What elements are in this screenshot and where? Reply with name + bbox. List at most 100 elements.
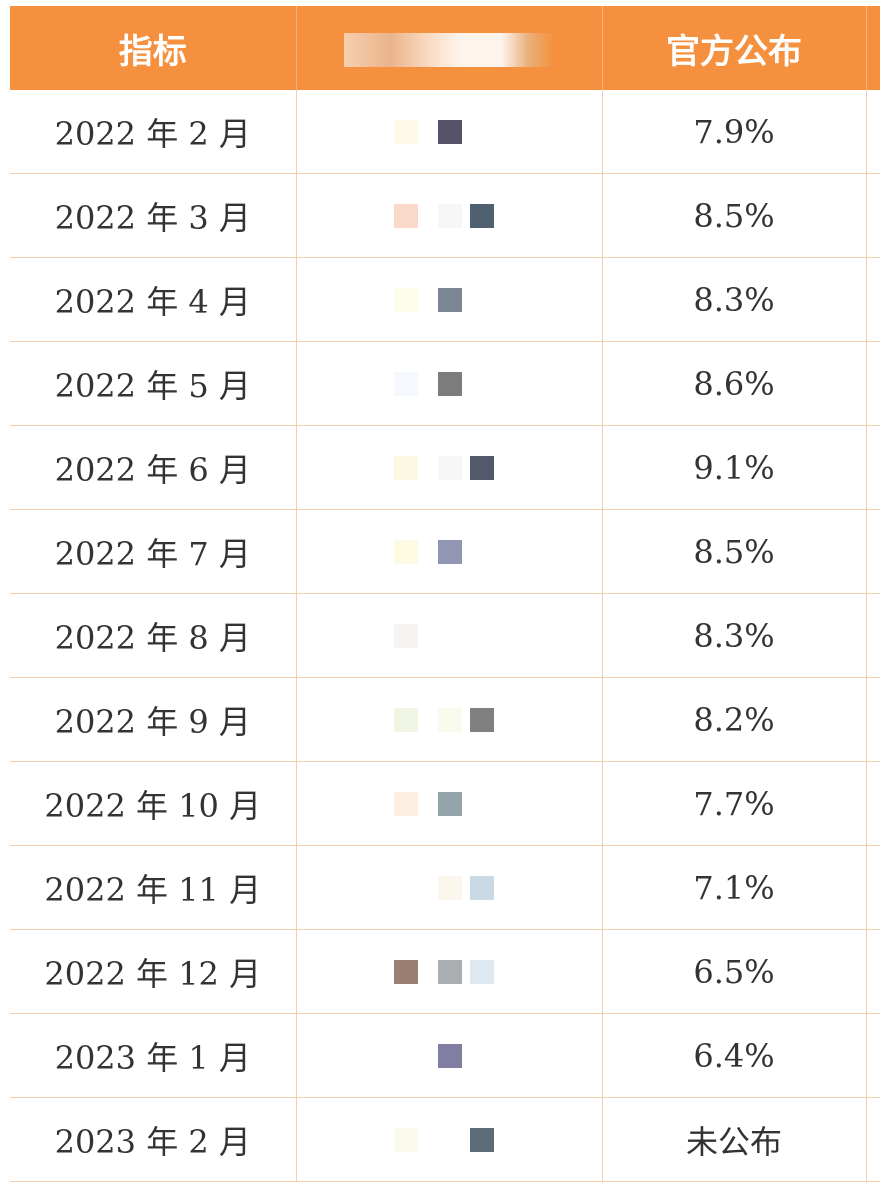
table-row: 2023 年 2 月 未公布: [10, 1097, 880, 1182]
mosaic-swatch: [470, 456, 494, 481]
table-row: 2022 年 7 月 8.5%: [10, 509, 880, 594]
mosaic-swatch: [394, 708, 418, 733]
official-value-cell: 7.7%: [602, 761, 867, 846]
mosaic-swatch: [438, 540, 462, 565]
edge-cell: [866, 593, 880, 678]
mosaic-swatch: [470, 1128, 494, 1153]
mosaic-swatch: [438, 120, 462, 145]
mosaic-swatch: [470, 624, 494, 649]
month-cell: 2023 年 2 月: [10, 1097, 297, 1182]
table-row: 2022 年 6 月 9.1%: [10, 425, 880, 510]
month-cell: 2022 年 7 月: [10, 509, 297, 594]
edge-cell: [866, 341, 880, 426]
table-row: 2022 年 9 月 8.2%: [10, 677, 880, 762]
official-value-cell: 未公布: [602, 1097, 867, 1182]
mosaic-swatch: [438, 1044, 462, 1069]
mosaic-swatch: [394, 792, 418, 817]
redacted-cell: [296, 929, 603, 1014]
table-header-row: 指标 官方公布: [10, 6, 880, 90]
official-value-cell: 8.2%: [602, 677, 867, 762]
table-row: 2022 年 2 月 7.9%: [10, 90, 880, 174]
mosaic-swatch: [438, 624, 462, 649]
mosaic-swatch: [470, 1044, 494, 1069]
redacted-block: [394, 868, 504, 908]
mosaic-swatch: [438, 456, 462, 481]
header-indicator: 指标: [10, 6, 297, 90]
redacted-cell: [296, 677, 603, 762]
mosaic-swatch: [394, 540, 418, 565]
mosaic-swatch: [394, 120, 418, 145]
mosaic-swatch: [438, 1128, 462, 1153]
table-row: 2022 年 10 月 7.7%: [10, 761, 880, 846]
mosaic-swatch: [394, 1044, 418, 1069]
redacted-cell: [296, 761, 603, 846]
mosaic-swatch: [438, 876, 462, 901]
cpi-table: 指标 官方公布 2022 年 2 月 7.9% 2022 年 3 月 8.5% 2022…: [10, 6, 880, 1182]
redacted-block: [394, 784, 504, 824]
official-value-cell: 9.1%: [602, 425, 867, 510]
edge-cell: [866, 90, 880, 174]
table-body: 2022 年 2 月 7.9% 2022 年 3 月 8.5% 2022 年 4 月 8.…: [10, 90, 880, 1182]
month-cell: 2023 年 1 月: [10, 1013, 297, 1098]
official-value-cell: 8.5%: [602, 173, 867, 258]
official-value-cell: 8.5%: [602, 509, 867, 594]
data-table-container: 指标 官方公布 2022 年 2 月 7.9% 2022 年 3 月 8.5% 2022…: [10, 6, 880, 1182]
mosaic-swatch: [394, 960, 418, 985]
mosaic-swatch: [470, 288, 494, 313]
table-row: 2022 年 11 月 7.1%: [10, 845, 880, 930]
edge-cell: [866, 845, 880, 930]
official-value-cell: 8.3%: [602, 593, 867, 678]
redacted-header-block: [344, 32, 554, 67]
edge-cell: [866, 1097, 880, 1182]
month-cell: 2022 年 3 月: [10, 173, 297, 258]
redacted-block: [394, 952, 504, 992]
redacted-cell: [296, 845, 603, 930]
redacted-block: [394, 196, 504, 236]
edge-cell: [866, 677, 880, 762]
official-value-cell: 8.6%: [602, 341, 867, 426]
redacted-block: [394, 364, 504, 404]
table-row: 2022 年 12 月 6.5%: [10, 929, 880, 1014]
header-edge: [866, 6, 880, 90]
redacted-block: [394, 616, 504, 656]
mosaic-swatch: [470, 876, 494, 901]
edge-cell: [866, 173, 880, 258]
mosaic-swatch: [438, 372, 462, 397]
mosaic-swatch: [470, 540, 494, 565]
mosaic-swatch: [394, 876, 418, 901]
table-row: 2022 年 8 月 8.3%: [10, 593, 880, 678]
mosaic-swatch: [394, 372, 418, 397]
edge-cell: [866, 1013, 880, 1098]
edge-cell: [866, 509, 880, 594]
mosaic-swatch: [470, 120, 494, 145]
edge-cell: [866, 761, 880, 846]
month-cell: 2022 年 5 月: [10, 341, 297, 426]
mosaic-swatch: [470, 708, 494, 733]
table-row: 2022 年 3 月 8.5%: [10, 173, 880, 258]
month-cell: 2022 年 12 月: [10, 929, 297, 1014]
redacted-cell: [296, 425, 603, 510]
redacted-cell: [296, 1097, 603, 1182]
table-row: 2022 年 4 月 8.3%: [10, 257, 880, 342]
month-cell: 2022 年 4 月: [10, 257, 297, 342]
mosaic-swatch: [394, 204, 418, 229]
month-cell: 2022 年 6 月: [10, 425, 297, 510]
redacted-block: [394, 1036, 504, 1076]
mosaic-swatch: [438, 792, 462, 817]
mosaic-swatch: [470, 204, 494, 229]
redacted-block: [394, 1120, 504, 1160]
official-value-cell: 8.3%: [602, 257, 867, 342]
redacted-cell: [296, 90, 603, 174]
redacted-cell: [296, 173, 603, 258]
month-cell: 2022 年 2 月: [10, 90, 297, 174]
mosaic-swatch: [394, 456, 418, 481]
redacted-block: [394, 700, 504, 740]
mosaic-swatch: [438, 204, 462, 229]
mosaic-swatch: [470, 372, 494, 397]
month-cell: 2022 年 9 月: [10, 677, 297, 762]
redacted-block: [394, 112, 504, 152]
redacted-cell: [296, 341, 603, 426]
redacted-cell: [296, 1013, 603, 1098]
mosaic-swatch: [438, 708, 462, 733]
table-row: 2023 年 1 月 6.4%: [10, 1013, 880, 1098]
